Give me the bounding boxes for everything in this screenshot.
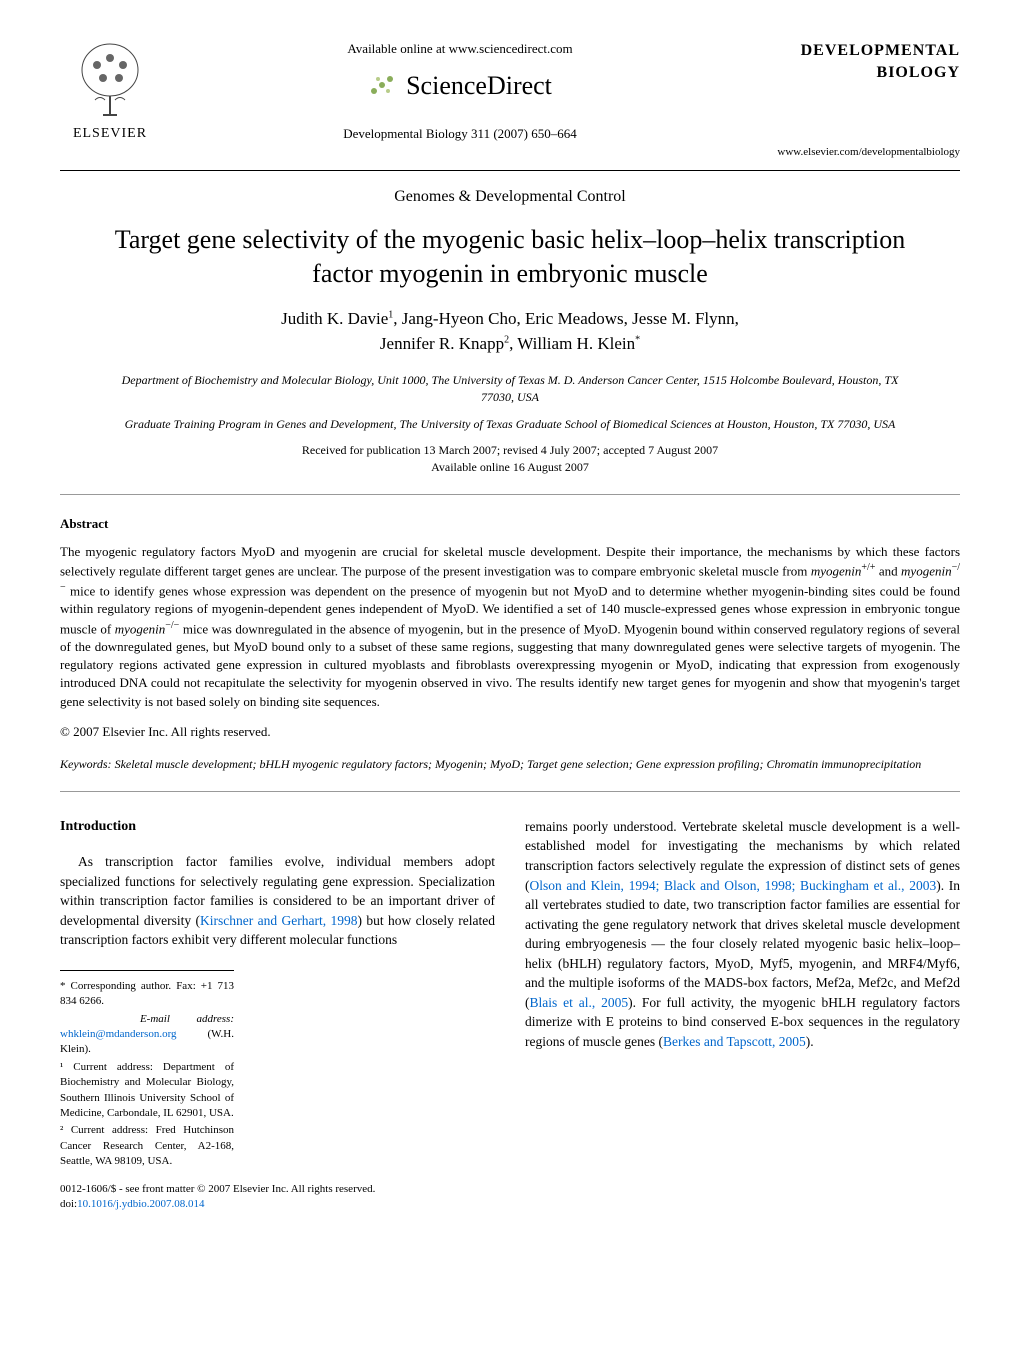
citation-blais[interactable]: Blais et al., 2005 [530,995,629,1010]
doi-line1: 0012-1606/$ - see front matter © 2007 El… [60,1182,495,1197]
right-header: DEVELOPMENTAL BIOLOGY www.elsevier.com/d… [760,40,960,160]
footnote-1: ¹ Current address: Department of Biochem… [60,1060,234,1122]
header-row: ELSEVIER Available online at www.science… [60,40,960,160]
intro-right-post: ). [806,1034,814,1049]
journal-title: DEVELOPMENTAL BIOLOGY [760,40,960,85]
keywords-text: Skeletal muscle development; bHLH myogen… [112,757,922,771]
abstract-text: The myogenic regulatory factors MyoD and… [60,543,960,711]
abstract-heading: Abstract [60,515,960,533]
email-link[interactable]: whklein@mdanderson.org [60,1028,177,1040]
left-column: Introduction As transcription factor fam… [60,817,495,1213]
divider-top [60,170,960,171]
center-header: Available online at www.sciencedirect.co… [160,40,760,143]
dates-received: Received for publication 13 March 2007; … [302,443,718,457]
doi-line2: doi:10.1016/j.ydbio.2007.08.014 [60,1197,495,1212]
article-title: Target gene selectivity of the myogenic … [100,223,920,291]
divider-abstract-bottom [60,791,960,792]
intro-paragraph-right: remains poorly understood. Vertebrate sk… [525,817,960,1052]
intro-paragraph-left: As transcription factor families evolve,… [60,852,495,950]
footnotes-block: * Corresponding author. Fax: +1 713 834 … [60,970,234,1170]
affiliation-1: Department of Biochemistry and Molecular… [120,372,900,406]
dates-online: Available online 16 August 2007 [431,460,589,474]
section-label: Genomes & Developmental Control [60,186,960,208]
elsevier-logo: ELSEVIER [60,40,160,144]
doi-prefix: doi: [60,1198,77,1210]
intro-right-mid1: ). In all vertebrates studied to date, t… [525,878,960,1010]
citation-berkes[interactable]: Berkes and Tapscott, 2005 [663,1034,806,1049]
citation-kirschner[interactable]: Kirschner and Gerhart, 1998 [200,913,357,928]
two-column-body: Introduction As transcription factor fam… [60,817,960,1213]
citation-olson[interactable]: Olson and Klein, 1994; Black and Olson, … [530,878,937,893]
footnote-corresponding: * Corresponding author. Fax: +1 713 834 … [60,979,234,1010]
introduction-heading: Introduction [60,817,495,837]
affiliation-2: Graduate Training Program in Genes and D… [120,416,900,433]
available-online-text: Available online at www.sciencedirect.co… [180,40,740,58]
authors-list: Judith K. Davie1, Jang-Hyeon Cho, Eric M… [60,306,960,357]
sciencedirect-text: ScienceDirect [406,68,552,104]
copyright-text: © 2007 Elsevier Inc. All rights reserved… [60,723,960,741]
article-dates: Received for publication 13 March 2007; … [60,442,960,476]
elsevier-text: ELSEVIER [73,124,147,144]
footnote-2: ² Current address: Fred Hutchinson Cance… [60,1123,234,1169]
doi-link[interactable]: 10.1016/j.ydbio.2007.08.014 [77,1198,204,1210]
sciencedirect-icon [368,71,398,101]
email-label: E-mail address: [140,1013,234,1025]
footnote-email: E-mail address: whklein@mdanderson.org (… [60,1012,234,1058]
journal-url: www.elsevier.com/developmentalbiology [760,145,960,160]
keywords-block: Keywords: Skeletal muscle development; b… [60,756,960,773]
divider-abstract-top [60,494,960,495]
keywords-label: Keywords: [60,757,112,771]
right-column: remains poorly understood. Vertebrate sk… [525,817,960,1213]
journal-reference: Developmental Biology 311 (2007) 650–664 [180,125,740,143]
elsevier-tree-icon [75,40,145,120]
doi-block: 0012-1606/$ - see front matter © 2007 El… [60,1182,495,1213]
sciencedirect-logo: ScienceDirect [180,68,740,104]
